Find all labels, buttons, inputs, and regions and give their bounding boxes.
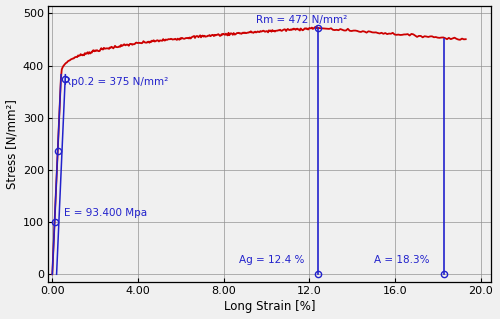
Text: Rp0.2 = 375 N/mm²: Rp0.2 = 375 N/mm² bbox=[64, 77, 168, 87]
Text: A = 18.3%: A = 18.3% bbox=[374, 255, 429, 265]
X-axis label: Long Strain [%]: Long Strain [%] bbox=[224, 300, 316, 314]
Text: Ag = 12.4 %: Ag = 12.4 % bbox=[238, 255, 304, 265]
Text: E = 93.400 Mpa: E = 93.400 Mpa bbox=[64, 208, 147, 218]
Y-axis label: Stress [N/mm²]: Stress [N/mm²] bbox=[6, 99, 18, 189]
Text: Rm = 472 N/mm²: Rm = 472 N/mm² bbox=[256, 15, 347, 25]
